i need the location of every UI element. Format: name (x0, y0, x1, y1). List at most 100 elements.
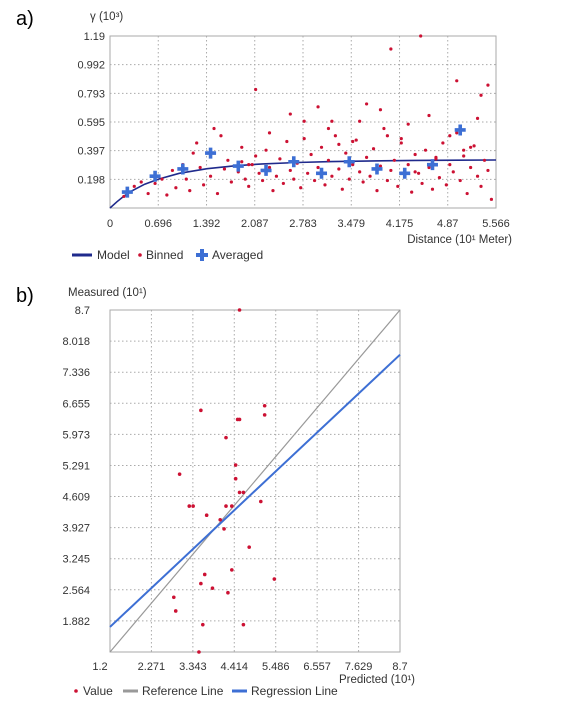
binned-point (420, 181, 424, 186)
y-tick-label: 3.245 (62, 554, 90, 566)
binned-point (389, 168, 393, 173)
binned-point (441, 141, 445, 145)
y-tick-label: 0.793 (77, 88, 105, 100)
binned-point (399, 141, 403, 145)
binned-point (434, 155, 438, 160)
averaged-point (454, 124, 466, 136)
y-tick-label: 6.655 (62, 398, 90, 410)
binned-point (437, 176, 442, 180)
value-point (241, 490, 246, 495)
binned-point (419, 34, 423, 38)
binned-point (486, 168, 490, 173)
binned-point (267, 165, 272, 170)
binned-point (285, 139, 289, 144)
binned-point (392, 158, 396, 162)
grid (110, 310, 400, 652)
x-tick-labels: 0 0.696 1.392 2.087 2.783 3.479 4.175 4.87 5.566 (107, 218, 510, 230)
y-tick-label: 0.198 (77, 174, 105, 186)
binned-point (448, 134, 452, 138)
value-point (218, 517, 222, 522)
cross-validation-chart: Measured (10¹) 1.882 2.564 3.245 3.927 4.609… (62, 287, 415, 698)
binned-point (302, 119, 306, 123)
value-point (173, 609, 178, 613)
binned-point (482, 158, 487, 162)
legend-model-label: Model (97, 248, 130, 262)
binned-point (153, 181, 157, 186)
binned-point (427, 165, 431, 170)
binned-point (323, 183, 327, 187)
value-point (237, 417, 242, 422)
binned-point (448, 163, 452, 167)
y-tick-label: 5.973 (62, 429, 90, 441)
binned-point (250, 163, 254, 167)
value-point (224, 435, 228, 440)
value-point (272, 577, 277, 581)
value-point (201, 622, 205, 627)
binned-point (254, 154, 258, 158)
x-tick-label: 2.783 (289, 218, 317, 230)
binned-point (281, 181, 285, 186)
binned-point (371, 147, 376, 151)
value-point (259, 499, 263, 504)
y-tick-label: 3.927 (62, 523, 90, 535)
y-tick-label: 4.609 (62, 492, 90, 504)
binned-point (469, 165, 473, 170)
value-point (202, 572, 207, 577)
value-point (210, 586, 215, 590)
binned-point (475, 174, 480, 178)
binned-point (292, 177, 296, 181)
binned-point (146, 191, 150, 196)
binned-point (254, 87, 258, 92)
x-axis-title: Predicted (10¹) (339, 674, 415, 686)
binned-point (302, 137, 306, 141)
panel-b-label: b) (16, 285, 34, 307)
value-point (262, 413, 267, 417)
binned-point (427, 113, 431, 118)
binned-point (160, 177, 164, 181)
binned-point (489, 197, 494, 201)
binned-point (288, 168, 292, 173)
legend-reference-label: Reference Line (142, 684, 224, 698)
averaged-point (121, 186, 133, 198)
binned-point (344, 151, 348, 155)
binned-point (479, 184, 483, 188)
x-tick-label: 2.271 (138, 661, 166, 673)
regression-line (109, 353, 401, 628)
binned-point (455, 131, 459, 135)
averaged-point (149, 170, 161, 182)
value-point (237, 308, 242, 312)
binned-point (226, 158, 230, 162)
y-tick-label: 5.291 (62, 460, 90, 472)
averaged-point (232, 160, 244, 172)
binned-point (451, 170, 455, 174)
binned-point (413, 152, 417, 157)
x-tick-label: 1.392 (193, 218, 221, 230)
binned-point (358, 170, 362, 174)
x-tick-labels: 1.2 2.271 3.343 4.414 5.486 6.557 7.629 8.7 (92, 661, 407, 673)
value-point (241, 622, 246, 627)
binned-point (358, 119, 362, 123)
binned-point (351, 163, 355, 167)
binned-point (184, 177, 188, 181)
value-point (197, 650, 201, 654)
averaged-point (260, 164, 272, 176)
binned-point (354, 138, 358, 142)
binned-point (170, 168, 175, 173)
binned-point (198, 165, 202, 170)
x-tick-label: 3.343 (179, 661, 207, 673)
legend-binned-swatch (138, 253, 142, 257)
binned-point (479, 93, 483, 97)
x-tick-label: 6.557 (303, 661, 331, 673)
x-tick-label: 4.414 (221, 661, 249, 673)
legend-averaged-swatch (196, 249, 208, 261)
binned-point (215, 191, 220, 196)
y-tick-label: 0.595 (77, 117, 105, 129)
averaged-point (177, 163, 189, 175)
binned-point (455, 79, 459, 83)
y-tick-label: 1.19 (84, 31, 105, 43)
binned-point (271, 189, 275, 193)
binned-point (132, 184, 136, 188)
y-tick-label: 7.336 (62, 367, 90, 379)
x-tick-label: 4.175 (386, 218, 414, 230)
